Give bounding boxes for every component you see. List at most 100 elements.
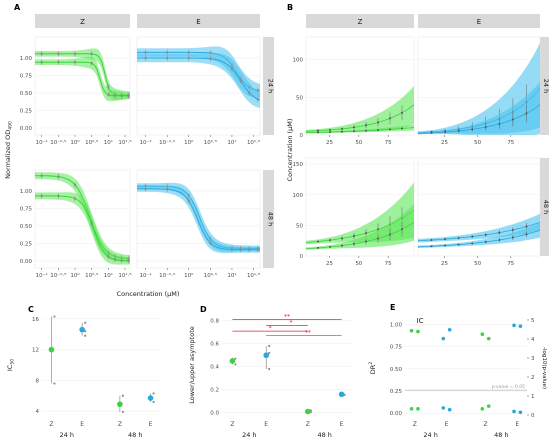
x-tick-label: Z bbox=[413, 421, 417, 428]
data-point bbox=[353, 242, 355, 245]
data-point bbox=[73, 61, 77, 64]
facet-b-1-0: 25 50 75 0 50 100 150 bbox=[293, 157, 415, 267]
data-point bbox=[525, 233, 528, 236]
data-point bbox=[73, 197, 77, 200]
replicate-point bbox=[152, 392, 155, 395]
y-tick-label: 0.6 bbox=[210, 342, 219, 348]
fit-curve bbox=[305, 221, 415, 250]
replicate-point bbox=[53, 382, 56, 385]
data-point bbox=[256, 98, 260, 101]
x-tick-label: 10⁻¹ bbox=[36, 139, 48, 146]
data-point bbox=[511, 228, 514, 231]
right-tick-label: 1 bbox=[531, 394, 535, 400]
data-point bbox=[471, 242, 474, 245]
y-tick-label: 0.00 bbox=[20, 259, 33, 265]
data-point bbox=[444, 238, 447, 241]
prediction-band bbox=[306, 124, 414, 134]
data-point bbox=[144, 187, 147, 191]
y-tick-label: 0.2 bbox=[210, 388, 219, 394]
data-point bbox=[317, 131, 319, 134]
replicate-point bbox=[268, 351, 271, 355]
x-tick-label: 10⁻⁰·⁵ bbox=[159, 139, 175, 146]
y-axis-label: Concentration (µM) bbox=[286, 119, 294, 182]
data-point bbox=[256, 248, 260, 251]
right-tick-label: 3 bbox=[531, 356, 535, 362]
data-point bbox=[329, 239, 331, 242]
mean-point bbox=[48, 346, 55, 353]
replicate-point bbox=[268, 344, 271, 348]
data-point bbox=[230, 248, 234, 251]
data-point bbox=[377, 228, 379, 231]
data-point bbox=[525, 225, 528, 228]
data-point bbox=[57, 194, 60, 198]
x-tick-label: 75 bbox=[385, 140, 392, 146]
replicate-point bbox=[268, 367, 271, 371]
significance-label: * bbox=[290, 319, 293, 326]
data-point bbox=[498, 238, 501, 241]
y-tick-label: 0 bbox=[300, 254, 304, 260]
data-point bbox=[430, 131, 433, 134]
data-point bbox=[377, 121, 379, 124]
data-point bbox=[480, 332, 485, 337]
prediction-band bbox=[306, 86, 414, 133]
mean-point bbox=[263, 352, 270, 359]
fit-curve bbox=[137, 57, 261, 101]
replicate-point bbox=[53, 315, 56, 318]
replicate-point bbox=[234, 363, 237, 366]
x-tick-label: 50 bbox=[355, 140, 362, 146]
facet-strip-z bbox=[35, 14, 130, 28]
panel-label-a: A bbox=[14, 3, 21, 12]
mean-point bbox=[338, 391, 345, 398]
facet-strip-row bbox=[539, 158, 549, 256]
x-tick-label: 10¹·⁵ bbox=[247, 139, 260, 146]
data-point bbox=[511, 236, 514, 239]
data-point bbox=[144, 56, 147, 60]
x-tick-label: Z bbox=[230, 421, 234, 428]
data-point bbox=[480, 406, 485, 411]
data-point bbox=[353, 126, 355, 129]
panel-label-e: E bbox=[390, 303, 395, 312]
y-tick-label: 100 bbox=[293, 193, 304, 199]
group-label: 48 h bbox=[128, 431, 142, 437]
threshold-label: p-value = 0.05 bbox=[492, 384, 525, 390]
data-point bbox=[317, 240, 319, 243]
data-point bbox=[57, 52, 60, 55]
y-tick-label: 16 bbox=[32, 317, 39, 323]
data-point bbox=[498, 231, 501, 234]
y-tick-label: 0.0 bbox=[210, 411, 219, 417]
x-tick-label: Z bbox=[49, 421, 53, 428]
data-point bbox=[389, 117, 391, 120]
data-point bbox=[498, 122, 501, 125]
prediction-band bbox=[306, 203, 414, 250]
data-point bbox=[518, 324, 523, 329]
confidence-band bbox=[137, 185, 260, 254]
data-point bbox=[457, 243, 460, 246]
significance-label: ** bbox=[305, 330, 311, 337]
data-point bbox=[341, 130, 343, 133]
data-point bbox=[518, 410, 523, 415]
fit-curve bbox=[417, 221, 541, 242]
data-point bbox=[484, 126, 487, 129]
y-tick-label: 0.50 bbox=[20, 91, 33, 97]
x-tick-label: 25 bbox=[326, 140, 333, 146]
data-point bbox=[471, 128, 474, 131]
right-tick-label: 4 bbox=[531, 337, 535, 343]
y-tick-label: 0.4 bbox=[210, 365, 219, 371]
x-tick-label: 10⁻⁰·⁵ bbox=[50, 139, 66, 146]
facet-label: 24 h bbox=[267, 79, 275, 93]
group-label: 24 h bbox=[423, 431, 437, 437]
x-tick-label: 10⁰ bbox=[184, 272, 194, 279]
significance-label: * bbox=[269, 325, 272, 332]
facet-b-0-1: 25 50 75 bbox=[417, 36, 541, 146]
mean-point bbox=[79, 326, 85, 333]
data-point bbox=[113, 258, 117, 261]
data-point bbox=[486, 336, 491, 341]
fit-curve bbox=[306, 127, 415, 134]
facet-strip-row bbox=[263, 37, 274, 135]
x-tick-label: 25 bbox=[441, 140, 448, 146]
data-point bbox=[127, 94, 130, 97]
data-point bbox=[430, 245, 433, 248]
data-point bbox=[107, 255, 110, 258]
x-tick-label: 10¹ bbox=[227, 272, 236, 279]
